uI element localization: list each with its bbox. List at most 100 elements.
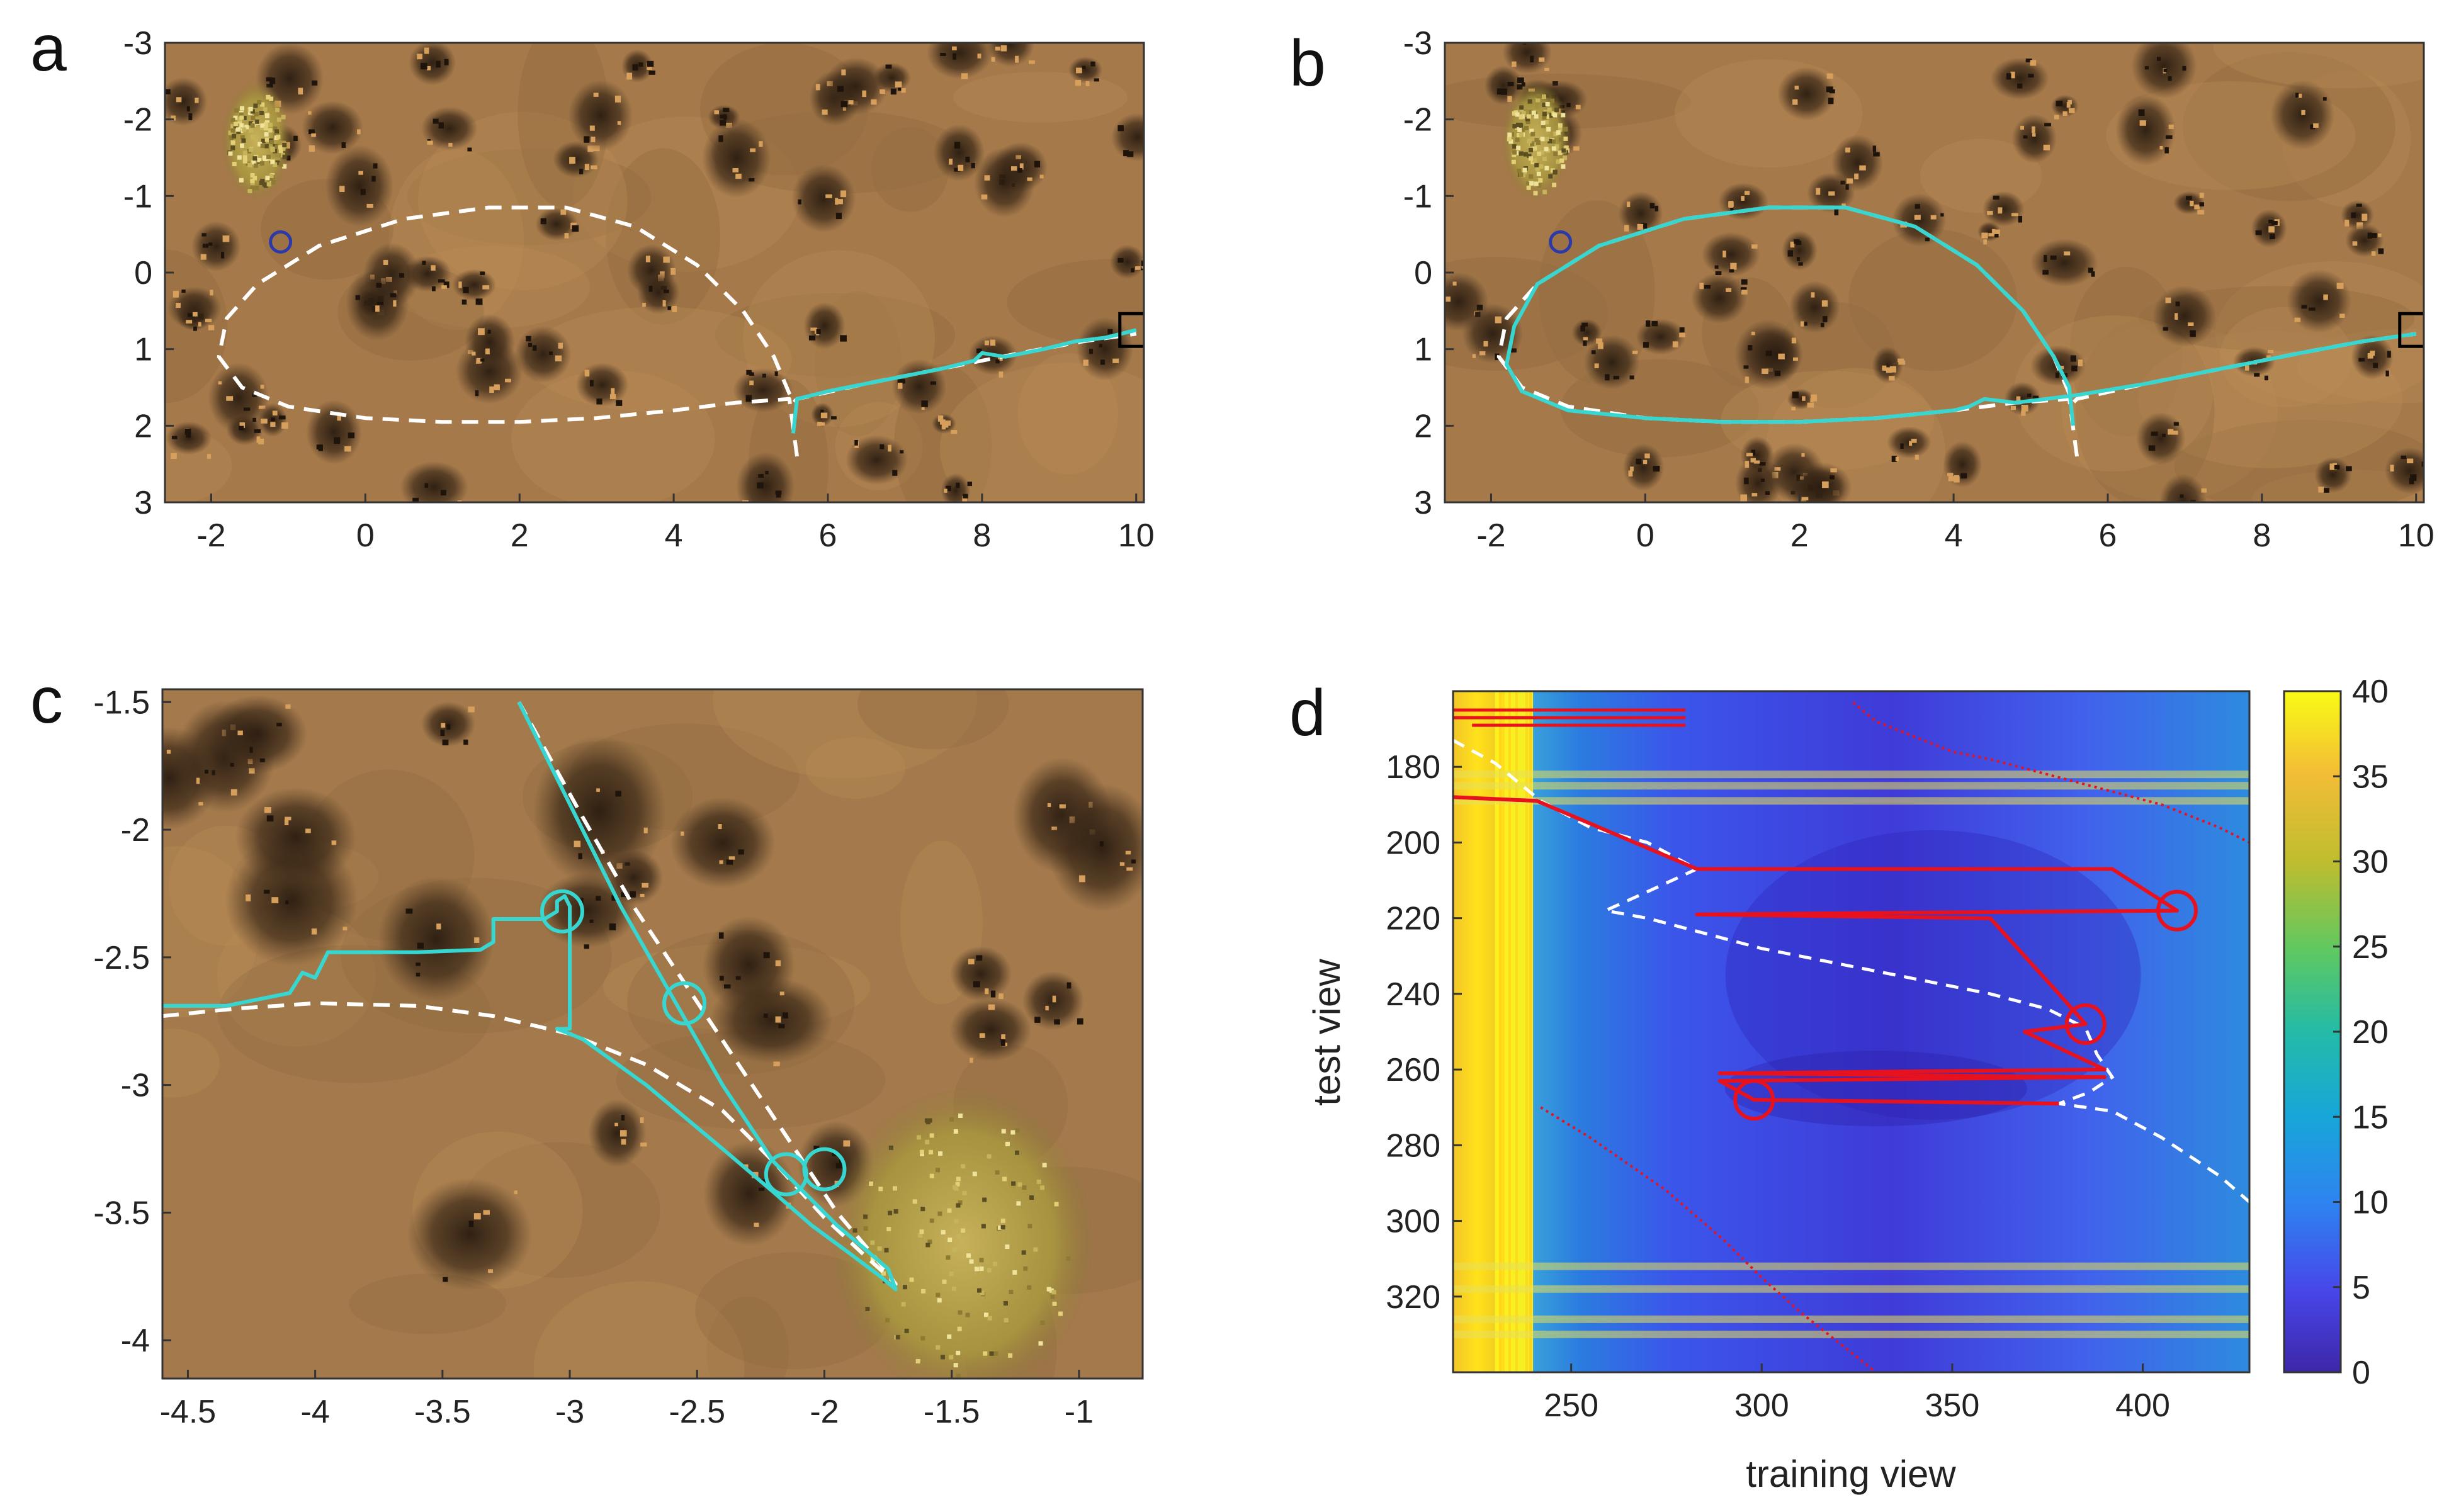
shrub-speck bbox=[719, 860, 723, 864]
shrub-speck bbox=[1826, 86, 1833, 93]
shrub-speck bbox=[416, 973, 421, 977]
shrub-speck bbox=[2367, 353, 2373, 359]
shrub bbox=[235, 787, 356, 888]
moss-speck bbox=[1524, 125, 1529, 130]
shrub-speck bbox=[2010, 71, 2015, 79]
shrub-speck bbox=[2401, 455, 2406, 460]
shrub-speck bbox=[2186, 508, 2191, 512]
moss-speck bbox=[929, 1149, 934, 1154]
shrub-speck bbox=[840, 190, 847, 198]
bright-band-streak bbox=[1502, 691, 1505, 1372]
moss-speck bbox=[251, 115, 256, 120]
moss-speck bbox=[966, 1253, 971, 1258]
y-tick-label: -1 bbox=[1403, 178, 1432, 215]
x-tick-label: 250 bbox=[1544, 1387, 1598, 1424]
shrub-speck bbox=[198, 802, 203, 806]
moss-speck bbox=[274, 129, 279, 134]
shrub-speck bbox=[1034, 161, 1041, 167]
shrub bbox=[736, 451, 795, 502]
shrub-speck bbox=[2346, 466, 2352, 471]
shrub-speck bbox=[632, 64, 638, 71]
shrub bbox=[1990, 57, 2049, 100]
shrub-speck bbox=[1001, 1034, 1005, 1040]
shrub-speck bbox=[798, 199, 801, 205]
shrub-speck bbox=[1435, 295, 1439, 300]
shrub-speck bbox=[1792, 392, 1799, 398]
shrub-speck bbox=[1741, 290, 1748, 295]
shrub-speck bbox=[358, 171, 363, 175]
shrub-speck bbox=[820, 412, 828, 419]
moss-speck bbox=[1534, 138, 1539, 143]
shrub-speck bbox=[871, 99, 877, 105]
shrub-speck bbox=[1998, 207, 2003, 214]
shrub-speck bbox=[2018, 215, 2023, 223]
shrub-speck bbox=[1743, 365, 1749, 369]
shrub-speck bbox=[1628, 470, 1633, 477]
shrub-speck bbox=[1872, 145, 1876, 152]
moss-speck bbox=[919, 1149, 924, 1154]
moss-speck bbox=[1530, 132, 1536, 137]
shrub-speck bbox=[843, 1140, 851, 1147]
shrub-speck bbox=[2322, 97, 2327, 101]
shrub-speck bbox=[1052, 995, 1056, 1003]
shrub-speck bbox=[208, 242, 213, 246]
shrub-speck bbox=[188, 313, 193, 317]
shrub-speck bbox=[1800, 321, 1804, 327]
moss-speck bbox=[902, 1285, 907, 1290]
panel-a: -2 0 2 4 6 8 10 -3 -2 -1 0 1 2 3 bbox=[123, 25, 1155, 554]
moss-speck bbox=[1027, 1285, 1032, 1290]
x-tick-label: 6 bbox=[2099, 517, 2117, 554]
shrub-speck bbox=[399, 273, 405, 278]
shrub-speck bbox=[835, 198, 839, 205]
colorbar-tick-label: 0 bbox=[2352, 1355, 2370, 1391]
shrub-speck bbox=[2164, 513, 2169, 518]
heatmap-cells bbox=[1453, 691, 2249, 1372]
shrub-speck bbox=[446, 724, 451, 730]
y-tick-label: 320 bbox=[1386, 1279, 1440, 1316]
shrub bbox=[2159, 473, 2207, 502]
shrub-speck bbox=[901, 88, 906, 93]
shrub-speck bbox=[560, 209, 567, 215]
shrub-speck bbox=[474, 937, 480, 943]
moss-speck bbox=[1561, 148, 1566, 153]
shrub bbox=[927, 43, 993, 79]
moss-speck bbox=[259, 161, 264, 166]
moss-speck bbox=[1046, 1287, 1051, 1292]
shrub-speck bbox=[558, 342, 563, 349]
shrub bbox=[226, 414, 263, 446]
moss-speck bbox=[270, 159, 275, 164]
shrub-speck bbox=[945, 485, 951, 492]
moss-speck bbox=[269, 174, 274, 179]
shrub-speck bbox=[442, 739, 449, 746]
shrub-speck bbox=[749, 372, 754, 376]
shrub-speck bbox=[443, 281, 450, 288]
shrub-speck bbox=[1754, 460, 1760, 464]
shrub-speck bbox=[1791, 407, 1796, 411]
shrub-speck bbox=[2078, 359, 2083, 366]
moss-speck bbox=[1526, 185, 1531, 190]
shrub-speck bbox=[1801, 453, 1805, 457]
shrub-speck bbox=[334, 437, 341, 444]
moss-speck bbox=[250, 109, 255, 114]
bright-row bbox=[1453, 797, 2249, 805]
shrub-speck bbox=[344, 446, 351, 452]
moss-speck bbox=[881, 1271, 886, 1276]
shrub-speck bbox=[2373, 363, 2378, 368]
panel-label-c: c bbox=[30, 664, 63, 737]
moss-speck bbox=[961, 1164, 966, 1169]
shrub-speck bbox=[298, 87, 303, 95]
shrub-speck bbox=[1741, 279, 1748, 285]
shrub-speck bbox=[1472, 354, 1476, 358]
moss-speck bbox=[904, 1328, 909, 1333]
shrub bbox=[568, 79, 633, 151]
nest-marker bbox=[269, 230, 293, 254]
y-tick-label: -3 bbox=[123, 25, 152, 62]
shrub-speck bbox=[2361, 215, 2367, 221]
shrub-speck bbox=[270, 422, 276, 427]
moss-speck bbox=[1529, 110, 1534, 115]
shrub-speck bbox=[308, 111, 312, 115]
moss-speck bbox=[281, 115, 286, 120]
shrub-speck bbox=[2254, 373, 2260, 377]
shrub-speck bbox=[976, 348, 982, 354]
shrub-speck bbox=[1760, 478, 1765, 482]
